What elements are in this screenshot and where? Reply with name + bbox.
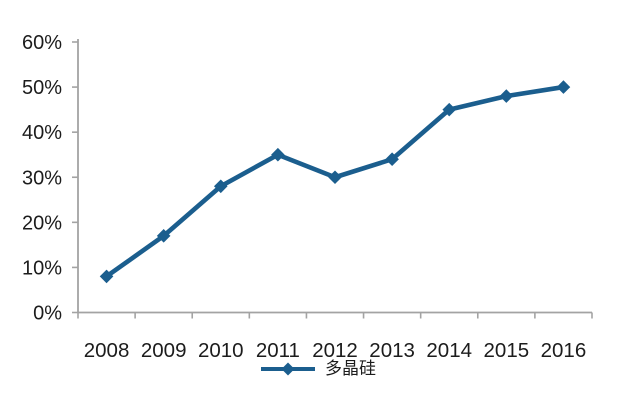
data-point-marker bbox=[156, 229, 171, 243]
data-point-marker bbox=[328, 170, 342, 185]
legend-line-marker-icon bbox=[261, 362, 315, 376]
x-tick-label: 2014 bbox=[426, 339, 472, 362]
x-tick-label: 2008 bbox=[84, 339, 130, 362]
data-point-marker bbox=[385, 152, 399, 167]
x-tick-label: 2010 bbox=[198, 339, 244, 362]
legend-label: 多晶硅 bbox=[325, 359, 376, 378]
x-tick-label: 2015 bbox=[484, 339, 530, 362]
y-tick-label: 20% bbox=[22, 212, 62, 234]
y-tick-label: 40% bbox=[22, 122, 62, 144]
data-point-marker bbox=[213, 179, 228, 194]
x-tick-label: 2016 bbox=[541, 339, 587, 362]
data-point-marker bbox=[99, 269, 114, 284]
data-point-marker bbox=[499, 89, 514, 103]
data-point-marker bbox=[271, 147, 285, 162]
x-tick-label: 2012 bbox=[312, 339, 358, 362]
data-point-marker bbox=[556, 80, 571, 94]
y-tick-label: 10% bbox=[22, 257, 62, 279]
x-tick-label: 2011 bbox=[256, 339, 300, 362]
chart-legend: 多晶硅 bbox=[260, 359, 376, 379]
data-point-marker bbox=[442, 102, 457, 117]
y-tick-label: 60% bbox=[22, 32, 62, 54]
y-tick-label: 30% bbox=[22, 167, 62, 189]
x-tick-label: 2013 bbox=[369, 339, 415, 362]
x-tick-label: 2009 bbox=[141, 339, 187, 362]
y-tick-label: 0% bbox=[33, 303, 62, 325]
y-tick-label: 50% bbox=[22, 77, 62, 99]
